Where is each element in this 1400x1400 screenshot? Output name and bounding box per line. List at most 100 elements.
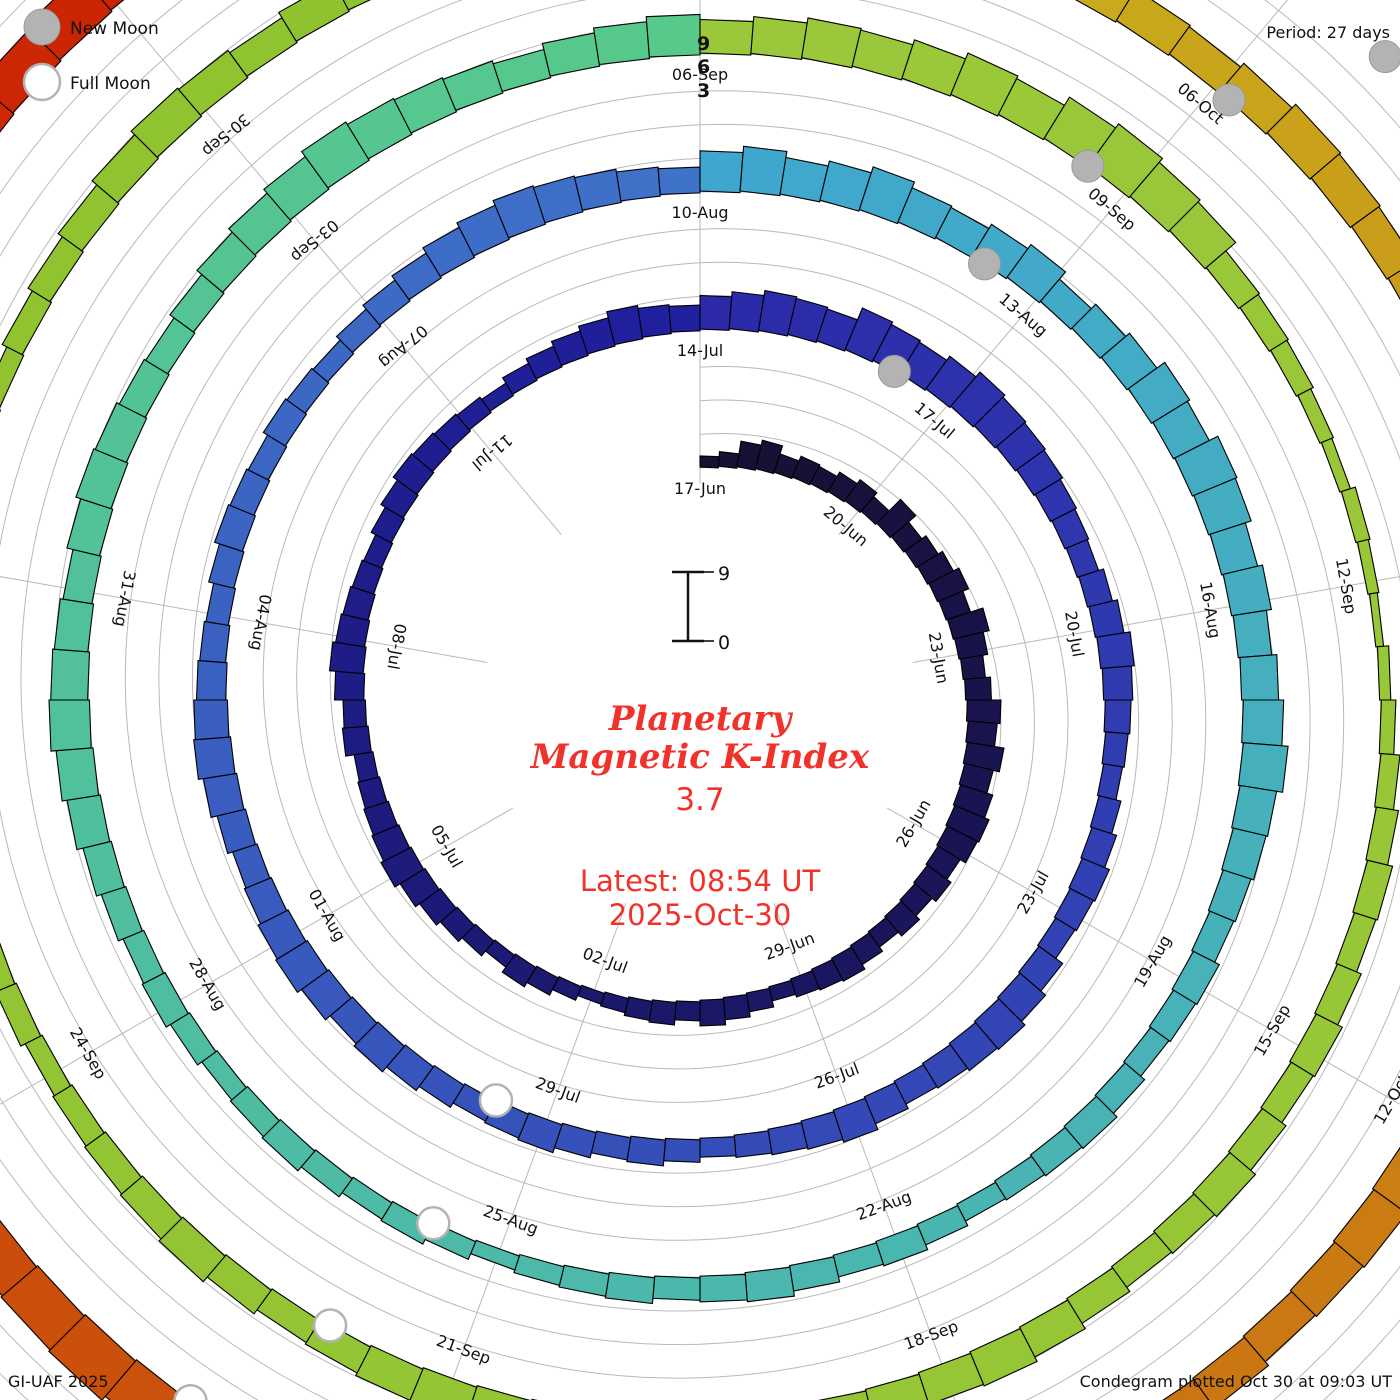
date-tick-label: 10-Aug: [671, 203, 728, 222]
grid-arc-k9: [124, 90, 1207, 1241]
k-index-bar: [1352, 859, 1394, 921]
k-index-bar: [393, 77, 458, 134]
k-index-bar: [1221, 827, 1267, 881]
k-index-bar: [1340, 486, 1371, 544]
k-index-bar: [1096, 631, 1135, 670]
k-index-bar: [995, 422, 1047, 472]
k-index-bar: [800, 1111, 844, 1150]
k-index-bar: [0, 1219, 38, 1297]
scale-beam: [672, 570, 714, 643]
k-index-bar: [513, 1253, 565, 1287]
k-index-bar: [1310, 153, 1381, 229]
k-index-bar: [353, 1021, 405, 1073]
k-index-bar: [0, 982, 42, 1047]
k-index-bar: [412, 432, 452, 473]
k-index-bar: [699, 998, 727, 1027]
period-label: Period: 27 days: [1266, 23, 1390, 42]
k-index-bar: [1266, 103, 1342, 180]
k-index-bar: [517, 1112, 563, 1154]
k-index-bar: [744, 1266, 796, 1303]
scalebar-bottom-label: 0: [718, 632, 730, 654]
k-index-bar: [1289, 1013, 1344, 1078]
k-index-bar: [1222, 564, 1273, 617]
k-index-bar: [409, 1367, 478, 1400]
k-index-bar: [832, 1097, 879, 1143]
grid-spoke: [838, 0, 1289, 535]
k-index-bar: [1231, 784, 1278, 837]
k-index-bar: [1068, 857, 1111, 902]
k-index-bar: [1148, 989, 1197, 1043]
k-index-bar: [945, 804, 990, 843]
k-index-bar: [1205, 250, 1261, 310]
full-moon-marker: [416, 1206, 451, 1241]
grid-arc-k6: [158, 124, 1173, 1208]
grid-arc-k9: [262, 228, 1069, 1103]
k-index-bar: [141, 971, 189, 1028]
grid-arc-k6: [20, 0, 1311, 1346]
grid-arc-k3: [329, 295, 1002, 1036]
k-index-bar: [50, 648, 91, 701]
k-index-bar: [733, 1130, 773, 1159]
k-index-bar: [1207, 869, 1252, 923]
k-index-bar: [1332, 1188, 1400, 1269]
radial-scale-6: 6: [697, 56, 710, 78]
k-index-bar: [341, 725, 372, 757]
k-index-bar: [334, 613, 371, 648]
k-index-bar: [1087, 123, 1164, 199]
k-index-bar: [623, 996, 653, 1022]
k-index-bar: [83, 1131, 142, 1195]
k-index-bar: [48, 1313, 137, 1400]
k-index-bar: [257, 909, 307, 960]
k-index-bar: [1168, 201, 1237, 270]
k-index-bar: [1350, 206, 1400, 280]
k-index-bar: [1174, 435, 1238, 497]
k-index-bar: [243, 876, 288, 925]
k-index-bar: [193, 736, 236, 781]
k-index-bar: [1051, 508, 1090, 550]
k-index-bar: [573, 168, 622, 211]
grid-arc-k9: [0, 0, 1345, 1379]
spiral-turn: [328, 304, 1005, 1027]
k-index-bar: [1127, 361, 1191, 425]
k-index-bar: [342, 585, 376, 621]
k-index-bar: [817, 1390, 869, 1400]
k-index-bar: [275, 939, 329, 994]
k-index-bar: [442, 60, 504, 111]
new-moon-swatch: [23, 8, 61, 46]
k-index-bar: [0, 942, 16, 991]
k-index-bar: [177, 49, 249, 116]
k-index-bar: [1239, 293, 1290, 352]
new-moon-marker: [1071, 149, 1105, 183]
k-index-bar: [1101, 731, 1129, 768]
k-index-bar: [928, 567, 970, 603]
radial-scale-9: 9: [697, 33, 710, 55]
k-index-bar: [286, 367, 330, 414]
latest-time: Latest: 08:54 UT: [580, 864, 821, 898]
k-index-bar: [1171, 950, 1221, 1006]
k-index-bar: [864, 1373, 929, 1400]
k-index-bar: [1152, 1193, 1216, 1255]
k-index-bar: [532, 175, 584, 224]
full-moon-marker: [312, 1308, 348, 1343]
k-index-bar: [363, 800, 398, 837]
full-moon-legend-label: Full Moon: [70, 74, 151, 94]
k-index-bar: [471, 1385, 530, 1400]
k-index-bar: [0, 101, 15, 133]
k-index-bar: [229, 468, 271, 516]
full-moon-marker: [478, 1083, 514, 1118]
chart-title-line2: Magnetic K-Index: [530, 737, 870, 777]
k-index-bar: [1269, 339, 1315, 397]
k-index-bar: [1162, 1378, 1210, 1400]
full-moon-swatch: [22, 62, 62, 102]
k-index-bar: [884, 900, 921, 937]
k-index-bar: [346, 97, 413, 160]
k-index-bar: [875, 1225, 929, 1267]
k-index-bar: [130, 87, 203, 158]
k-index-bar: [858, 166, 916, 225]
k-index-bar: [962, 741, 1005, 773]
k-index-bar: [948, 1021, 999, 1072]
k-index-bar: [897, 187, 953, 240]
k-index-bar: [844, 478, 878, 514]
